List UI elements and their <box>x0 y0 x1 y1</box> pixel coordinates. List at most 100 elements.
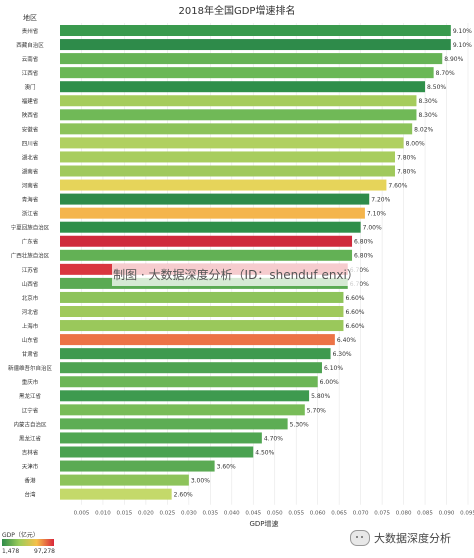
x-axis-label: GDP增速 <box>249 519 278 528</box>
x-tick-label: 0.085 <box>417 511 433 517</box>
category-label: 湖南省 <box>22 167 39 175</box>
bar-value-label: 7.80% <box>397 154 416 161</box>
x-tick-label: 0.095 <box>460 511 474 517</box>
category-label: 天津市 <box>22 462 39 470</box>
bar <box>60 446 254 458</box>
bar-value-label: 7.20% <box>371 197 390 204</box>
category-label: 福建省 <box>22 97 39 105</box>
bar-value-label: 7.10% <box>367 211 386 218</box>
bar <box>60 123 413 135</box>
bar <box>60 432 262 444</box>
category-label: 黑龙江省 <box>19 434 42 442</box>
x-tick-label: 0.035 <box>202 511 218 517</box>
bar-value-label: 7.60% <box>388 182 407 189</box>
x-axis: 0.005 0.010 0.015 0.020 0.025 0.030 0.035 0.040… <box>74 511 474 517</box>
bar <box>60 53 443 65</box>
category-label: 广西壮族自治区 <box>11 252 50 260</box>
bar-value-label: 8.50% <box>427 84 446 91</box>
bar <box>60 109 417 121</box>
bar-value-label: 8.02% <box>414 126 433 133</box>
x-tick-label: 0.075 <box>374 511 390 517</box>
chart-title: 2018年全国GDP增速排名 <box>178 6 296 17</box>
bar <box>60 390 310 402</box>
category-label: 上海市 <box>22 322 39 330</box>
bar-value-label: 3.00% <box>191 478 210 485</box>
x-tick-label: 0.060 <box>310 511 326 517</box>
bar <box>60 25 451 36</box>
x-tick-label: 0.015 <box>117 511 133 517</box>
x-tick-label: 0.055 <box>288 511 304 517</box>
bar <box>60 348 331 360</box>
category-label: 台湾 <box>24 491 36 499</box>
bar <box>60 81 426 93</box>
category-label: 湖北省 <box>22 153 39 161</box>
bar-value-label: 8.00% <box>406 140 425 147</box>
category-label: 澳门 <box>24 83 35 91</box>
category-label: 山东省 <box>22 336 39 344</box>
bar <box>60 95 417 107</box>
bar-value-label: 9.10% <box>453 42 472 49</box>
color-legend: GDP（亿元） 1,478 97,278 <box>0 530 64 558</box>
bar <box>60 362 322 374</box>
bar-value-label: 5.30% <box>290 421 309 428</box>
category-label: 西藏自治区 <box>16 41 44 49</box>
brand-mark: 大数据深度分析 <box>350 527 451 549</box>
bar <box>60 460 215 472</box>
category-label: 黑龙江省 <box>19 392 42 400</box>
category-label: 香港 <box>24 477 36 485</box>
category-label: 内蒙古自治区 <box>13 420 47 428</box>
category-label: 北京市 <box>22 294 39 302</box>
bar-value-label: 6.60% <box>345 323 364 330</box>
x-tick-label: 0.025 <box>159 511 175 517</box>
x-tick-label: 0.045 <box>245 511 261 517</box>
bar <box>60 39 451 51</box>
bar <box>60 488 172 500</box>
color-legend-min: 1,478 <box>2 548 20 555</box>
category-label: 重庆市 <box>22 378 39 386</box>
wechat-icon <box>350 530 370 546</box>
category-label: 青海省 <box>22 196 39 204</box>
category-label: 河南省 <box>22 181 39 189</box>
bar-value-label: 3.60% <box>217 463 236 470</box>
bar <box>60 418 288 430</box>
watermark: 制图 · 大数据深度分析（ID：shenduf enxi） <box>112 264 360 286</box>
bar-value-label: 6.40% <box>337 337 356 344</box>
bar-value-label: 6.00% <box>320 379 339 386</box>
category-label: 江西省 <box>22 69 39 77</box>
bar <box>60 249 353 261</box>
x-tick-label: 0.065 <box>331 511 347 517</box>
bar <box>60 179 387 191</box>
category-label: 江苏省 <box>22 266 39 274</box>
x-tick-label: 0.020 <box>138 511 154 517</box>
bar-value-label: 5.70% <box>307 407 326 414</box>
brand-text: 大数据深度分析 <box>374 532 451 545</box>
bar-value-label: 4.70% <box>264 435 283 442</box>
bar-value-label: 4.50% <box>255 449 274 456</box>
bar <box>60 151 395 163</box>
bar <box>60 165 395 177</box>
bar <box>60 221 361 233</box>
bar-value-label: 8.70% <box>436 70 455 77</box>
x-tick-label: 0.080 <box>396 511 412 517</box>
category-label: 四川省 <box>22 139 39 147</box>
category-label: 辽宁省 <box>22 406 39 414</box>
bar <box>60 193 370 205</box>
x-tick-label: 0.005 <box>74 511 90 517</box>
bar-value-label: 6.30% <box>333 351 352 358</box>
x-tick-label: 0.010 <box>95 511 111 517</box>
bar-value-label: 9.10% <box>453 28 472 35</box>
bar-value-label: 7.00% <box>363 225 382 232</box>
category-label: 贵州省 <box>22 27 39 35</box>
bar <box>60 207 365 219</box>
category-label: 宁夏回族自治区 <box>11 224 50 232</box>
bar-value-label: 8.30% <box>418 112 437 119</box>
bar-value-label: 6.60% <box>345 295 364 302</box>
bar <box>60 137 404 149</box>
bar <box>60 334 335 346</box>
bar-value-label: 6.60% <box>345 309 364 316</box>
color-legend-gradient <box>2 539 54 546</box>
bar <box>60 67 434 79</box>
x-tick-label: 0.040 <box>224 511 240 517</box>
bar-value-label: 5.80% <box>311 393 330 400</box>
bar-value-label: 6.80% <box>354 253 373 260</box>
